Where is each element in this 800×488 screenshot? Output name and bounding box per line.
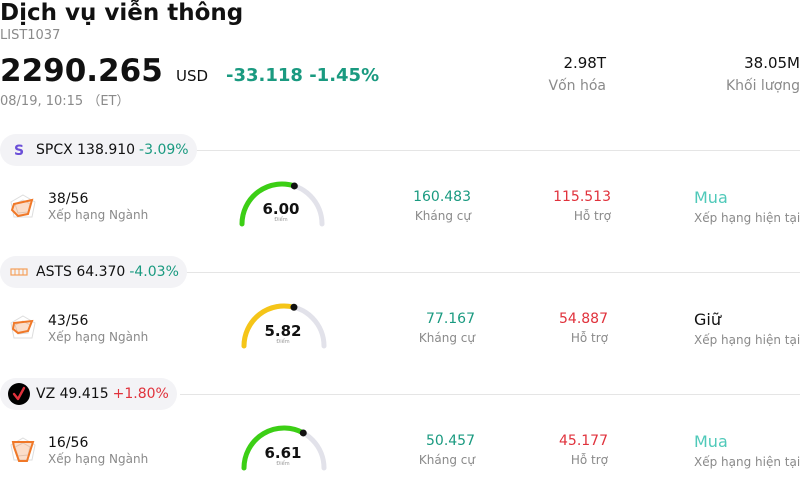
score-gauge bbox=[241, 425, 327, 471]
industry-rank: 16/56 bbox=[48, 435, 89, 451]
volume-value: 38.05M bbox=[744, 54, 800, 72]
quote-datetime: 08/19, 10:15 （ET） bbox=[0, 94, 130, 109]
resistance-value: 160.483 bbox=[413, 189, 471, 205]
svg-text:S: S bbox=[14, 143, 24, 159]
verizon-check-logo-icon bbox=[8, 383, 30, 405]
industry-rank-label: Xếp hạng Ngành bbox=[48, 330, 149, 344]
support-label: Hỗ trợ bbox=[570, 453, 608, 467]
stock-symbol-price: VZ 49.415 bbox=[36, 386, 109, 402]
score-gauge bbox=[241, 303, 327, 349]
stock-pill-asts[interactable]: ASTS 64.370 -4.03% bbox=[0, 256, 187, 288]
current-rating: Giữ bbox=[694, 310, 721, 329]
stock-pill-spcx[interactable]: S SPCX 138.910 -3.09% bbox=[0, 134, 197, 166]
score-label: Điểm bbox=[276, 339, 290, 345]
industry-rank-radar-icon bbox=[10, 437, 36, 462]
support-value: 115.513 bbox=[553, 189, 611, 205]
score-value: 6.61 bbox=[264, 444, 302, 462]
score-gauge bbox=[239, 181, 325, 227]
market-cap-label: Vốn hóa bbox=[548, 78, 606, 94]
stock-change: -3.09% bbox=[139, 142, 189, 158]
list-code: LIST1037 bbox=[0, 28, 61, 43]
resistance-label: Kháng cự bbox=[418, 331, 475, 345]
volume-label: Khối lượng bbox=[725, 78, 800, 94]
stock-symbol-price: ASTS 64.370 bbox=[36, 264, 126, 280]
score-value: 5.82 bbox=[264, 322, 302, 340]
score-label: Điểm bbox=[276, 461, 290, 467]
stock-symbol-price: SPCX 138.910 bbox=[36, 142, 136, 158]
resistance-value: 77.167 bbox=[426, 311, 475, 327]
current-rating: Mua bbox=[694, 432, 728, 451]
current-rating-label: Xếp hạng hiện tại bbox=[694, 455, 800, 469]
industry-rank-radar-icon bbox=[10, 315, 36, 339]
page-title: Dịch vụ viễn thông bbox=[0, 0, 244, 26]
score-label: Điểm bbox=[274, 217, 288, 223]
resistance-label: Kháng cự bbox=[418, 453, 475, 467]
resistance-label: Kháng cự bbox=[414, 209, 471, 223]
index-change: -33.118 -1.45% bbox=[226, 65, 380, 86]
industry-rank-label: Xếp hạng Ngành bbox=[48, 208, 149, 222]
section-divider bbox=[180, 150, 800, 151]
stock-change: -4.03% bbox=[129, 264, 179, 280]
industry-rank-label: Xếp hạng Ngành bbox=[48, 452, 149, 466]
score-value: 6.00 bbox=[262, 200, 300, 218]
industry-rank-radar-icon bbox=[10, 194, 36, 218]
support-value: 45.177 bbox=[559, 433, 608, 449]
currency-label: USD bbox=[176, 67, 209, 85]
support-label: Hỗ trợ bbox=[570, 331, 608, 345]
stock-pill-vz[interactable]: VZ 49.415 +1.80% bbox=[0, 378, 177, 410]
support-value: 54.887 bbox=[559, 311, 608, 327]
spcx-s-logo-icon: S bbox=[8, 139, 30, 161]
resistance-value: 50.457 bbox=[426, 433, 475, 449]
industry-rank: 38/56 bbox=[48, 191, 89, 207]
industry-rank: 43/56 bbox=[48, 313, 89, 329]
asts-logo-icon bbox=[8, 261, 30, 283]
current-rating: Mua bbox=[694, 188, 728, 207]
current-rating-label: Xếp hạng hiện tại bbox=[694, 211, 800, 225]
section-divider bbox=[180, 394, 800, 395]
current-rating-label: Xếp hạng hiện tại bbox=[694, 333, 800, 347]
stock-change: +1.80% bbox=[112, 386, 169, 402]
support-label: Hỗ trợ bbox=[573, 209, 611, 223]
section-divider bbox=[180, 272, 800, 273]
market-cap-value: 2.98T bbox=[563, 54, 606, 72]
index-price: 2290.265 bbox=[0, 53, 163, 89]
